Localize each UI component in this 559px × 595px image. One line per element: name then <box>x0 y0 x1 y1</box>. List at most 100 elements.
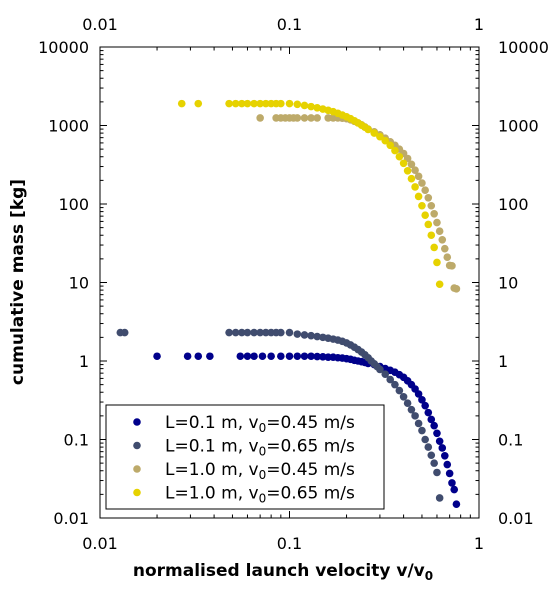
data-point <box>381 136 390 145</box>
data-point <box>407 160 416 169</box>
y-tick-label-right: 1 <box>498 352 508 371</box>
data-point <box>435 227 444 236</box>
data-point <box>418 201 426 210</box>
data-point <box>427 451 436 460</box>
data-point <box>300 114 309 122</box>
series-0 <box>153 352 461 508</box>
data-point <box>452 500 461 508</box>
data-point <box>421 186 429 194</box>
data-point <box>293 330 302 338</box>
data-point <box>285 99 294 108</box>
data-point <box>407 174 416 183</box>
data-point <box>391 146 399 155</box>
data-point <box>430 210 438 218</box>
data-point <box>381 370 390 378</box>
data-point <box>225 328 233 337</box>
legend-label-rest: =0.45 m/s <box>266 413 355 433</box>
data-point <box>427 415 436 424</box>
data-point <box>395 152 404 161</box>
data-point <box>300 101 309 110</box>
data-point <box>243 352 252 361</box>
data-point <box>435 494 444 502</box>
data-point <box>313 104 321 112</box>
data-point <box>424 408 433 417</box>
data-point <box>421 211 429 219</box>
legend-label: L=1.0 m, v0=0.45 m/s <box>165 460 355 482</box>
data-point <box>300 352 309 361</box>
x-tick-label-top: 1 <box>474 15 484 34</box>
y-tick-label-right: 0.1 <box>498 431 523 450</box>
x-axis-label-main: normalised launch velocity v/v <box>133 561 425 581</box>
data-point <box>250 328 258 337</box>
data-point <box>414 390 423 398</box>
points-layer <box>116 99 461 508</box>
legend-marker <box>133 465 141 473</box>
axes-layer: 0.01 0.01 0.1 0.1 1 1 0.01 0.01 0.1 0.1 1 1 10 10 100 1… <box>38 15 549 553</box>
legend-label-main: L=0.1 m, v <box>165 413 259 433</box>
data-point <box>307 114 315 122</box>
data-point <box>433 429 441 438</box>
legend-label-rest: =0.45 m/s <box>266 460 355 480</box>
data-point <box>411 412 419 420</box>
y-tick-label-right: 1000 <box>498 117 539 136</box>
data-point <box>448 479 456 487</box>
data-point <box>399 159 408 168</box>
data-point <box>364 125 372 134</box>
data-point <box>435 280 444 289</box>
data-point <box>285 328 294 337</box>
x-tick-label-top: 0.1 <box>277 15 302 34</box>
data-point <box>237 328 246 337</box>
y-tick-label-right: 10 <box>498 274 518 293</box>
data-point <box>250 352 258 361</box>
data-point <box>231 99 240 108</box>
data-point <box>424 220 433 229</box>
data-point <box>225 99 233 108</box>
legend-marker <box>133 418 141 426</box>
data-point <box>376 365 384 374</box>
x-tick-label-bottom: 1 <box>474 534 484 553</box>
legend-label: L=0.1 m, v0=0.65 m/s <box>165 437 355 459</box>
data-point <box>448 262 456 270</box>
legend-label-main: L=1.0 m, v <box>165 484 259 504</box>
data-point <box>256 328 264 337</box>
data-point <box>430 459 438 467</box>
legend-box <box>105 404 385 510</box>
data-point <box>231 328 240 337</box>
data-point <box>421 435 429 444</box>
data-point <box>256 99 264 108</box>
legend-label-rest: =0.65 m/s <box>266 437 355 457</box>
data-point <box>313 114 321 122</box>
data-point <box>433 218 441 227</box>
data-point <box>421 401 429 410</box>
data-point <box>285 352 294 361</box>
legend-label: L=0.1 m, v0=0.45 m/s <box>165 413 355 435</box>
x-tick-label-top: 0.01 <box>82 15 118 34</box>
data-point <box>452 285 461 293</box>
y-tick-label-right: 0.01 <box>498 509 534 528</box>
legend-label-sub: 0 <box>259 492 267 506</box>
data-point <box>293 352 302 361</box>
y-tick-label-left: 0.01 <box>53 509 89 528</box>
y-tick-label-left: 100 <box>58 195 89 214</box>
legend-marker <box>133 488 141 497</box>
data-point <box>376 132 384 141</box>
data-point <box>407 405 416 414</box>
data-point <box>307 352 315 361</box>
data-point <box>403 399 412 408</box>
data-point <box>441 452 449 460</box>
data-point <box>411 183 419 191</box>
data-point <box>427 201 436 210</box>
y-tick-label-left: 10 <box>69 274 89 293</box>
data-point <box>370 129 379 137</box>
y-tick-label-right: 100 <box>498 195 529 214</box>
series-1 <box>116 328 444 502</box>
data-point <box>414 172 423 181</box>
data-point <box>435 437 444 446</box>
data-point <box>430 243 438 252</box>
data-point <box>395 386 404 395</box>
data-point <box>418 426 426 435</box>
data-point <box>307 331 315 340</box>
legend: L=0.1 m, v0=0.45 m/sL=0.1 m, v0=0.65 m/s… <box>105 404 385 510</box>
data-point <box>153 352 161 361</box>
x-tick-label-bottom: 0.01 <box>82 534 118 553</box>
